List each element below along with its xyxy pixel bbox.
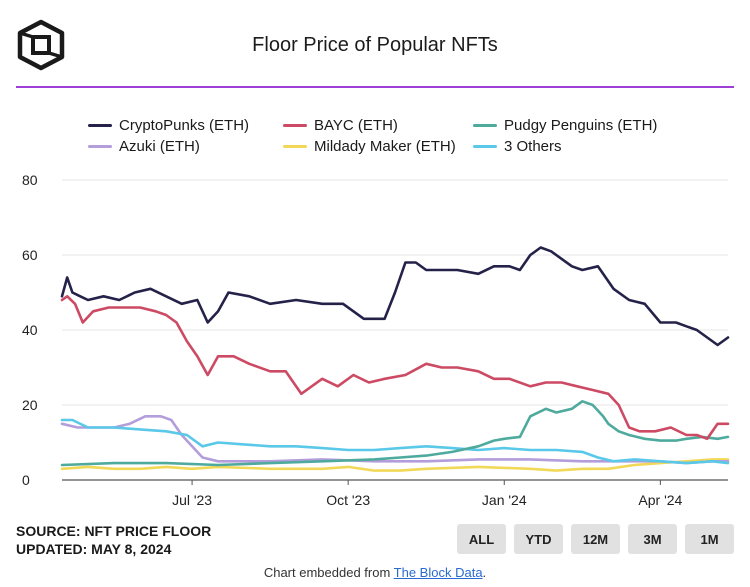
legend-swatch [473,145,497,148]
updated-line: UPDATED: MAY 8, 2024 [16,541,172,557]
legend-item[interactable]: CryptoPunks (ETH) [88,116,283,135]
legend-item[interactable]: Azuki (ETH) [88,137,283,156]
legend-label: Azuki (ETH) [119,138,200,155]
series-line-2 [60,400,730,467]
legend-swatch [88,145,112,148]
x-tick-label: Apr '24 [638,492,682,508]
legend-label: Mildady Maker (ETH) [314,138,456,155]
series-line-1 [60,295,730,441]
series-line-5 [60,418,730,465]
source-block: SOURCE: NFT PRICE FLOOR UPDATED: MAY 8, … [16,522,211,558]
legend-item[interactable]: Pudgy Penguins (ETH) [473,116,693,135]
x-tick-label: Jan '24 [482,492,527,508]
series-line-0 [60,246,730,347]
the-block-data-link[interactable]: The Block Data [393,565,483,580]
embed-note: Chart embedded from The Block Data. [0,565,750,580]
legend-item[interactable]: BAYC (ETH) [283,116,473,135]
range-1m-button[interactable]: 1M [685,524,734,554]
legend-swatch [283,145,307,148]
title-divider [16,86,734,88]
embed-prefix: Chart embedded from [263,565,394,580]
chart-title: Floor Price of Popular NFTs [252,34,498,56]
range-3m-button[interactable]: 3M [628,524,677,554]
range-all-button[interactable]: ALL [457,524,506,554]
line-chart: 0 20 40 60 80 Jul '23 Oct '23 Jan '24 Apr '24 [22,172,730,508]
legend-label: Pudgy Penguins (ETH) [504,117,658,134]
y-tick-label: 20 [22,397,38,413]
legend-swatch [473,124,497,127]
range-selector: ALL YTD 12M 3M 1M [457,524,734,554]
legend-swatch [283,124,307,127]
embed-suffix: . [482,565,487,580]
source-line: SOURCE: NFT PRICE FLOOR [16,523,212,539]
legend-swatch [88,124,112,127]
x-tick-label: Oct '23 [326,492,370,508]
chart-legend: CryptoPunks (ETH) BAYC (ETH) Pudgy Penguin… [88,116,728,156]
x-tick-label: Jul '23 [172,492,212,508]
legend-label: CryptoPunks (ETH) [119,117,250,134]
y-tick-label: 60 [22,247,38,263]
y-tick-label: 40 [22,322,38,338]
range-ytd-button[interactable]: YTD [514,524,563,554]
legend-item[interactable]: Mildady Maker (ETH) [283,137,473,156]
series-line-3 [60,414,730,465]
range-12m-button[interactable]: 12M [571,524,620,554]
series-line-4 [60,458,730,472]
legend-item[interactable]: 3 Others [473,137,693,156]
legend-label: 3 Others [504,138,562,155]
cube-logo-icon [17,19,65,71]
y-tick-label: 0 [22,472,30,488]
legend-label: BAYC (ETH) [314,117,398,134]
y-tick-label: 80 [22,172,38,188]
